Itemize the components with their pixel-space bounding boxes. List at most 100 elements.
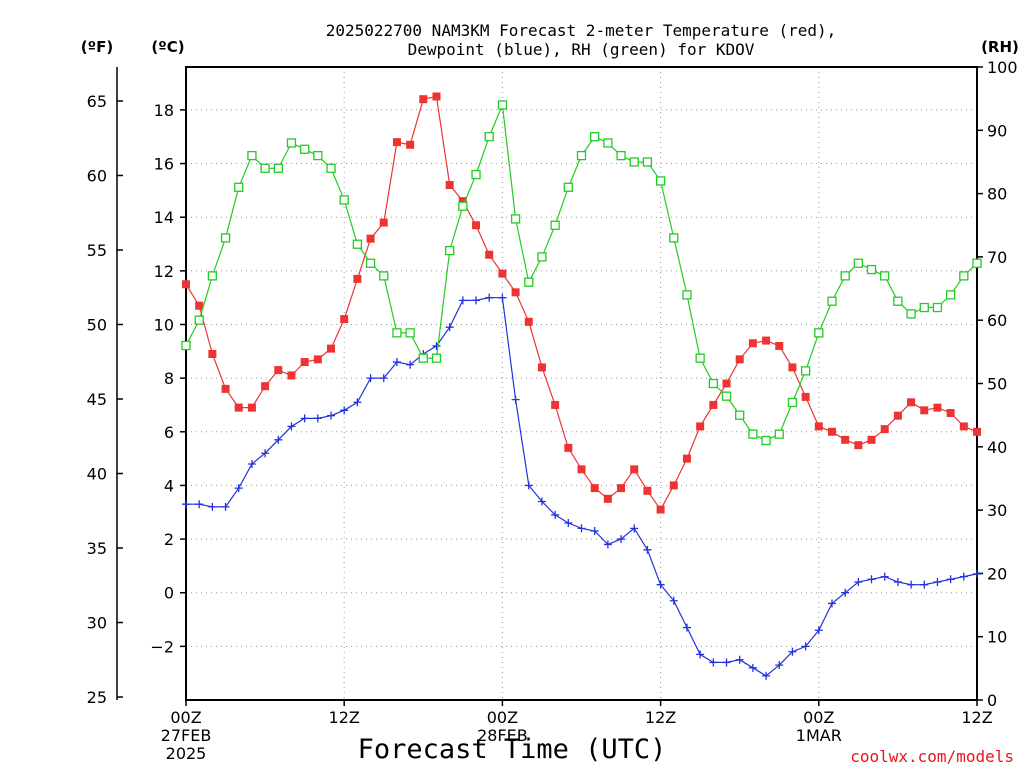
data-point: [774, 429, 784, 439]
data-point: [287, 422, 296, 431]
series-dewpoint: [182, 293, 981, 680]
data-point: [497, 100, 508, 110]
x-tick-label: 12Z: [329, 708, 360, 727]
rh-tick-label: 50: [987, 375, 1007, 394]
data-point: [748, 339, 757, 348]
data-point: [841, 588, 850, 597]
data-point: [379, 374, 388, 383]
data-point: [748, 429, 758, 439]
data-point: [682, 623, 691, 632]
data-point: [655, 176, 666, 186]
data-point: [564, 518, 573, 527]
data-point: [365, 258, 376, 268]
data-point: [313, 355, 322, 364]
data-point: [748, 663, 757, 672]
data-point: [432, 341, 441, 350]
data-point: [603, 138, 613, 148]
rh-tick-label: 10: [987, 628, 1007, 647]
data-point: [709, 400, 718, 409]
data-point: [471, 169, 481, 180]
data-point: [537, 363, 546, 372]
data-point: [524, 277, 534, 287]
data-point: [866, 264, 877, 275]
data-point: [577, 524, 586, 533]
data-point: [696, 650, 705, 659]
data-point: [867, 575, 876, 584]
data-point: [643, 545, 652, 554]
data-point: [182, 500, 190, 509]
data-point: [274, 366, 283, 375]
data-point: [629, 157, 639, 167]
data-point: [972, 258, 982, 268]
data-point: [379, 271, 389, 281]
data-point: [682, 290, 692, 300]
data-point: [524, 481, 533, 490]
x-tick-label: 00Z: [170, 708, 201, 727]
data-point: [208, 502, 217, 511]
data-point: [366, 374, 375, 383]
data-point: [946, 409, 955, 418]
data-point: [616, 150, 626, 161]
data-point: [814, 626, 823, 635]
data-point: [537, 252, 547, 262]
data-point: [419, 95, 428, 104]
data-point: [405, 328, 415, 338]
data-point: [524, 317, 533, 326]
data-point: [669, 481, 678, 490]
series-2-meter-temperature: [182, 92, 981, 514]
data-point: [642, 157, 653, 167]
data-point: [827, 427, 836, 436]
data-point: [273, 163, 283, 173]
data-point: [498, 293, 507, 302]
data-point: [735, 655, 744, 664]
data-point: [920, 406, 929, 415]
data-point: [617, 535, 626, 544]
data-point: [695, 353, 705, 363]
data-point: [299, 144, 310, 154]
x-tick-label: 1MAR: [796, 726, 842, 745]
left-celsius-axis: −2 0 2 4 6 8 10 12 14 16 18: [150, 101, 186, 656]
rh-tick-label: 80: [987, 185, 1007, 204]
data-point: [195, 301, 204, 310]
data-point: [973, 427, 981, 436]
data-point: [603, 540, 612, 549]
series-layer: [181, 92, 982, 680]
data-point: [551, 510, 560, 519]
data-point: [907, 398, 916, 407]
fahrenheit-tick-label: 50: [87, 315, 107, 334]
celsius-tick-label: 4: [164, 476, 174, 495]
data-point: [194, 315, 204, 325]
rh-tick-label: 40: [987, 438, 1007, 457]
data-point: [392, 358, 401, 367]
data-point: [221, 384, 230, 393]
data-point: [392, 328, 402, 338]
celsius-tick-label: 14: [154, 208, 174, 227]
data-point: [247, 403, 256, 412]
data-point: [234, 403, 243, 412]
x-tick-label: 00Z: [803, 708, 834, 727]
data-point: [353, 274, 362, 283]
data-point: [708, 378, 718, 389]
data-point: [366, 234, 375, 243]
data-point: [484, 131, 494, 142]
data-point: [854, 577, 863, 586]
data-point: [787, 397, 798, 408]
data-point: [207, 271, 218, 281]
data-point: [762, 336, 771, 345]
data-point: [550, 220, 560, 230]
data-point: [643, 486, 652, 495]
data-point: [945, 290, 956, 300]
plot-border: [185, 66, 978, 701]
data-point: [721, 391, 732, 401]
data-point: [247, 459, 256, 468]
data-point: [313, 150, 323, 161]
data-point: [827, 296, 837, 306]
data-point: [775, 341, 784, 350]
data-point: [458, 201, 468, 211]
data-point: [880, 271, 890, 281]
credit-text: coolwx.com/models: [850, 747, 1014, 766]
data-point: [352, 239, 363, 249]
data-point: [340, 315, 349, 324]
data-point: [656, 505, 665, 514]
series-rh: [181, 100, 982, 446]
